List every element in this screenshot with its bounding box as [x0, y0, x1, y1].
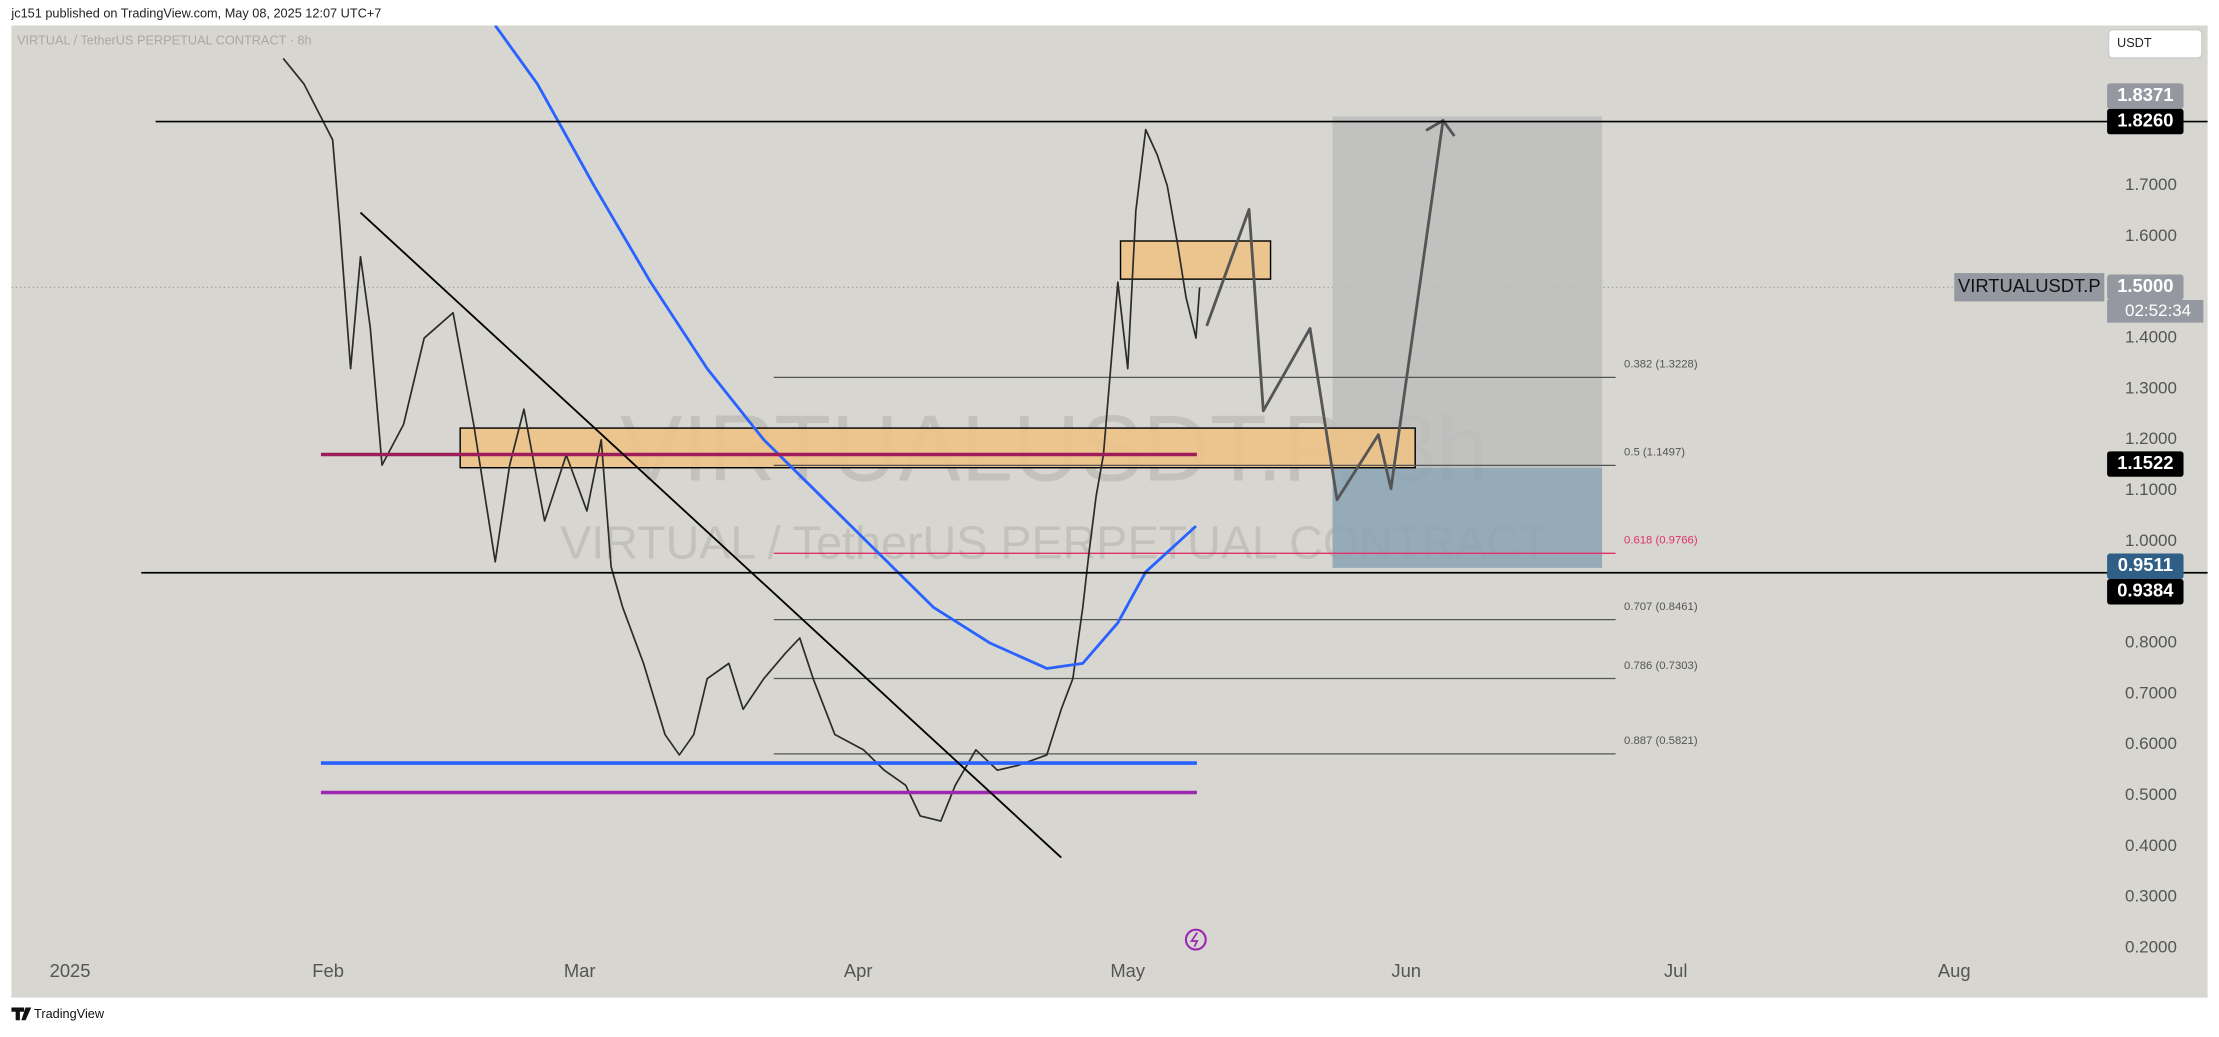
y-tick-label: 0.4000 [2125, 836, 2177, 855]
price-label: 1.5000 [2117, 275, 2173, 296]
event-icon[interactable] [1184, 928, 1207, 951]
trendline [359, 211, 1062, 859]
y-tick-label: 1.1000 [2125, 480, 2177, 499]
x-tick-label: Jul [1664, 960, 1688, 981]
price-label-box [2107, 274, 2184, 300]
fib-label: 0.382 (1.3228) [1624, 359, 1698, 371]
chart-title: VIRTUAL / TetherUS PERPETUAL CONTRACT · … [17, 32, 312, 47]
fib-label: 0.5 (1.1497) [1624, 447, 1685, 459]
zone [1332, 116, 1603, 468]
y-tick-label: 1.4000 [2125, 328, 2177, 347]
moving-average [494, 25, 1197, 670]
projection [1205, 120, 1445, 502]
y-tick-label: 1.6000 [2125, 226, 2177, 245]
y-tick-label: 1.7000 [2125, 175, 2177, 194]
footer: TradingView [34, 1006, 105, 1021]
symbol: VIRTUALUSDT.P [1958, 275, 2101, 296]
y-tick-label: 1.3000 [2125, 378, 2177, 397]
countdown-box [2107, 299, 2204, 323]
y-tick-label: 0.2000 [2125, 938, 2177, 957]
x-tick-label: Mar [564, 960, 596, 981]
chart-area [11, 25, 2208, 998]
x-tick-label: 2025 [50, 960, 91, 981]
price-label: 1.1522 [2117, 452, 2173, 473]
symbol-box [1954, 273, 2105, 302]
x-tick-label: Jun [1391, 960, 1421, 981]
x-tick-label: May [1110, 960, 1146, 981]
price-label-box [2107, 579, 2184, 605]
y-tick-label: 0.5000 [2125, 785, 2177, 804]
price-line-series [282, 57, 1201, 822]
fib-label: 0.618 (0.9766) [1624, 535, 1698, 547]
price-label-box [2107, 108, 2184, 135]
zone [1332, 467, 1603, 568]
price-label: 1.8371 [2117, 84, 2173, 105]
y-tick-label: 0.7000 [2125, 683, 2177, 702]
fib-label: 0.707 (0.8461) [1624, 601, 1698, 613]
x-tick-label: Feb [312, 960, 344, 981]
plot: 0.382 (1.3228) 0.5 (1.1497) 0.618 (0.9766)… [11, 25, 2105, 859]
price-label-box [2107, 83, 2184, 109]
y-tick-label: 0.6000 [2125, 734, 2177, 753]
logo [11, 1007, 32, 1021]
currency[interactable]: USDT [2117, 35, 2152, 50]
y-tick-label: 1.0000 [2125, 531, 2177, 550]
currency-box[interactable] [2107, 29, 2203, 59]
overlay: 0.2000 0.3000 0.4000 0.5000 0.6000 0.7000 0.80… [50, 83, 2208, 981]
price-label: 1.8260 [2117, 109, 2173, 130]
x-tick-label: Apr [844, 960, 873, 981]
countdown: 02:52:34 [2125, 301, 2191, 320]
fib-label: 0.887 (0.5821) [1624, 735, 1698, 747]
price-label: 0.9511 [2118, 554, 2173, 575]
price-label: 0.9384 [2117, 580, 2174, 601]
fib-label: 0.786 (0.7303) [1624, 660, 1698, 672]
zone [459, 427, 1416, 469]
projection-arrowhead [1425, 118, 1456, 137]
header: jc151 published on TradingView.com, May … [10, 6, 381, 21]
event-icon-bolt [1189, 932, 1199, 948]
y-tick-label: 0.3000 [2125, 887, 2177, 906]
y-tick-label: 0.8000 [2125, 633, 2177, 652]
price-label-box [2107, 553, 2184, 580]
zone [1119, 240, 1272, 280]
y-tick-label: 1.2000 [2125, 429, 2177, 448]
price-label-box [2107, 451, 2184, 477]
x-tick-label: Aug [1938, 960, 1971, 981]
